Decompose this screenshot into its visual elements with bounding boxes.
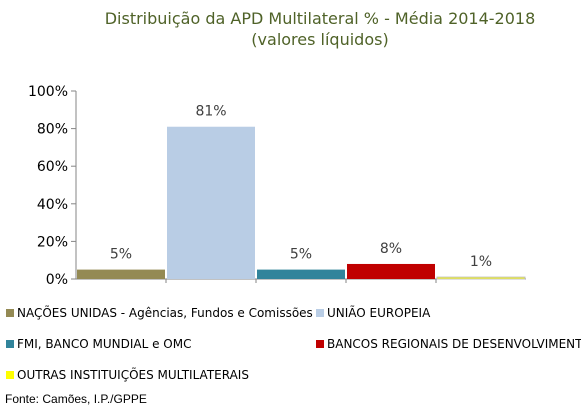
bar	[436, 276, 526, 280]
data-label: 5%	[110, 247, 132, 263]
bar-chart: 0% 20% 40% 60% 80% 100% 5% 81% 5% 8% 1%	[28, 84, 526, 288]
legend-item: UNIÃO EUROPEIA	[316, 306, 430, 320]
data-label: 1%	[470, 254, 492, 270]
y-tick-label: 0%	[46, 272, 68, 288]
legend-label: OUTRAS INSTITUIÇÕES MULTILATERAIS	[17, 368, 249, 382]
legend-label: UNIÃO EUROPEIA	[327, 306, 431, 320]
y-tick-label: 20%	[37, 234, 68, 250]
legend-label: NAÇÕES UNIDAS - Agências, Fundos e Comis…	[17, 306, 313, 320]
chart-title: Distribuição da APD Multilateral % - Méd…	[60, 8, 580, 50]
legend-label: BANCOS REGIONAIS DE DESENVOLVIMENTO	[327, 337, 581, 351]
data-label: 8%	[380, 241, 402, 257]
legend-swatch	[6, 340, 14, 348]
source-note: Fonte: Camões, I.P./GPPE	[5, 392, 147, 406]
legend-swatch	[6, 371, 14, 379]
legend-swatch	[316, 309, 324, 317]
y-tick-label: 40%	[37, 197, 68, 213]
y-tick-label: 60%	[37, 159, 68, 175]
bar	[257, 269, 345, 279]
legend-label: FMI, BANCO MUNDIAL e OMC	[17, 337, 192, 351]
legend-item: FMI, BANCO MUNDIAL e OMC	[6, 337, 191, 351]
data-label: 5%	[290, 247, 312, 263]
legend-swatch	[316, 340, 324, 348]
bar	[167, 126, 255, 279]
chart-subtitle: (valores líquidos)	[251, 30, 389, 49]
legend-swatch	[6, 309, 14, 317]
y-tick-label: 100%	[28, 84, 68, 100]
legend-item: BANCOS REGIONAIS DE DESENVOLVIMENTO	[316, 337, 581, 351]
legend-item: NAÇÕES UNIDAS - Agências, Fundos e Comis…	[6, 306, 313, 320]
data-label: 81%	[195, 104, 226, 120]
bar	[347, 263, 435, 279]
chart-title-main: Distribuição da APD Multilateral % - Méd…	[104, 9, 536, 28]
bar	[77, 269, 165, 279]
y-tick-label: 80%	[37, 122, 68, 138]
legend-item: OUTRAS INSTITUIÇÕES MULTILATERAIS	[6, 368, 249, 382]
